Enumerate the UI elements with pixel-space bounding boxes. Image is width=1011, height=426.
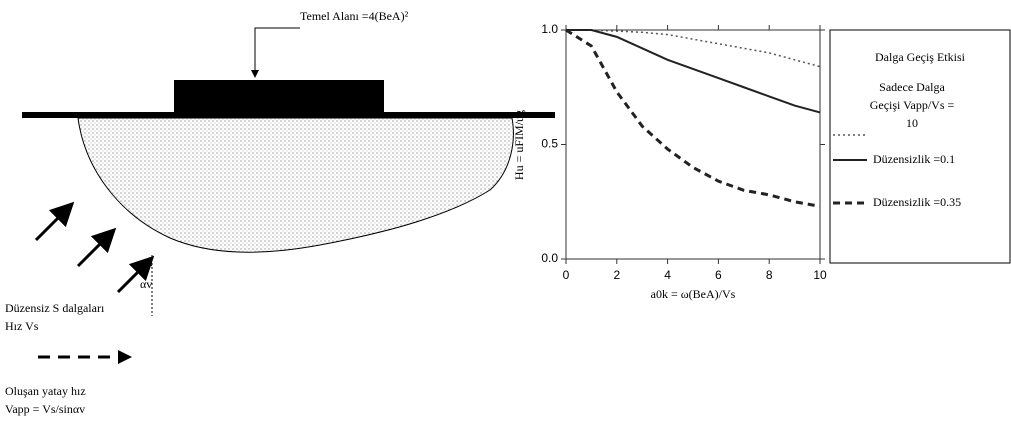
apparent-velocity-label: Vapp = Vs/sinαv: [5, 402, 85, 416]
foundation: [174, 80, 384, 113]
x-tick-label: 6: [715, 268, 722, 282]
y-tick-label: 0.5: [541, 137, 558, 151]
chart: Hu = uFIM/ug a0k = ω(BeA)/Vs Dalga Geçiş…: [512, 22, 1011, 301]
soil-region: [77, 117, 514, 253]
legend-label-box: Sadece Dalga Geçişi Vapp/Vs = 10: [869, 80, 955, 130]
velocity-label: Hız Vs: [5, 319, 39, 333]
wave-arrow: [76, 227, 117, 268]
legend-label: Düzensizlik =0.1: [873, 152, 955, 166]
angle-label: αv: [140, 277, 152, 291]
horizontal-arrowhead: [118, 350, 132, 364]
series-line: [565, 28, 821, 208]
legend-label: Düzensizlik =0.35: [873, 195, 961, 209]
leader-line: [251, 27, 300, 78]
x-tick-label: 4: [664, 268, 671, 282]
waves-label: Düzensiz S dalgaları: [5, 301, 105, 315]
x-tick-label: 8: [766, 268, 773, 282]
legend-title: Dalga Geçiş Etkisi: [875, 50, 966, 64]
angle-arc: [139, 263, 153, 269]
y-tick-label: 1.0: [541, 22, 558, 36]
series-line: [566, 29, 821, 114]
y-axis-label: Hu = uFIM/ug: [512, 110, 526, 180]
x-tick-label: 2: [613, 268, 620, 282]
series-line: [566, 29, 821, 68]
x-tick-label: 10: [813, 268, 827, 282]
y-tick-label: 0.0: [541, 251, 558, 265]
legend-box: [829, 29, 1011, 264]
plot-frame: [565, 29, 821, 260]
x-tick-label: 0: [563, 268, 570, 282]
ground-line: [22, 112, 555, 118]
wave-arrow: [34, 201, 75, 242]
foundation-label: Temel Alanı =4(BeA)²: [300, 9, 409, 23]
horizontal-label: Oluşan yatay hız: [5, 384, 86, 398]
legend-label: Sadece Dalga Geçişi Vapp/Vs = 10: [869, 80, 955, 130]
diagram: Temel Alanı =4(BeA)² αv Düzensiz S dalga…: [5, 9, 555, 416]
x-axis-label: a0k = ω(BeA)/Vs: [651, 287, 736, 301]
